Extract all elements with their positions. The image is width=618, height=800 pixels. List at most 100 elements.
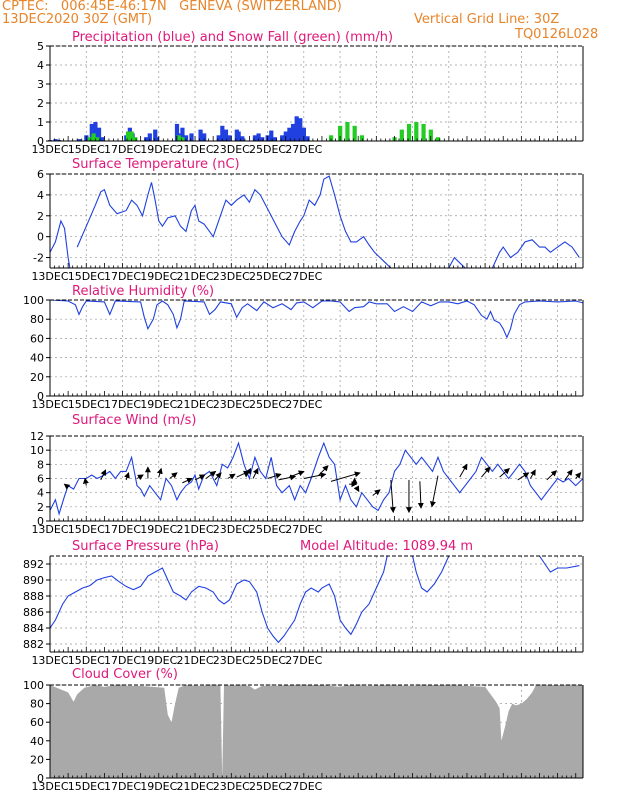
panel-title: Surface Temperature (nC) — [72, 157, 240, 172]
bar-precipitation — [216, 135, 221, 141]
wind-vector — [182, 477, 193, 484]
bar-precipitation — [269, 130, 274, 141]
wind-vector — [546, 470, 558, 481]
y-tick-label: 0 — [37, 390, 44, 403]
y-tick-label: 0 — [37, 772, 44, 785]
y-tick-label: 886 — [23, 606, 44, 619]
y-tick-label: 10 — [30, 444, 44, 457]
bar-snow-fall — [95, 137, 100, 141]
wind-vector — [63, 483, 71, 490]
x-tick-label: 17DEC — [104, 654, 141, 667]
bar-precipitation — [189, 133, 194, 141]
bar-precipitation — [93, 122, 98, 141]
bar-precipitation — [100, 137, 105, 141]
x-tick-label: 19DEC — [140, 780, 177, 793]
wind-vector — [499, 468, 510, 478]
series-line — [539, 556, 580, 573]
bar-snow-fall — [338, 125, 343, 141]
x-tick-label: 13DEC — [31, 654, 68, 667]
panel-title: Surface Wind (m/s) — [72, 413, 196, 428]
header-date: 13DEC2020 30Z (GMT) — [2, 12, 153, 27]
x-tick-label: 15DEC — [68, 780, 105, 793]
x-tick-label: 17DEC — [104, 523, 141, 536]
bar-precipitation — [305, 136, 310, 141]
wind-vector — [481, 466, 491, 478]
x-tick-label: 17DEC — [104, 270, 141, 283]
x-tick-label: 23DEC — [213, 654, 250, 667]
x-tick-label: 15DEC — [68, 270, 105, 283]
bar-precipitation — [301, 127, 307, 141]
header-grid-note: Vertical Grid Line: 30Z — [414, 12, 560, 27]
bar-snow-fall — [414, 122, 419, 141]
y-tick-label: -2 — [33, 252, 44, 265]
series-line — [412, 556, 450, 593]
wind-vector — [227, 473, 236, 480]
x-tick-label: 25DEC — [249, 780, 286, 793]
y-tick-label: 3 — [37, 78, 44, 91]
y-tick-label: 4 — [37, 189, 44, 202]
y-tick-label: 12 — [30, 430, 44, 443]
x-tick-label: 27DEC — [285, 780, 322, 793]
y-tick-label: 20 — [30, 371, 44, 384]
wind-vector — [317, 465, 329, 477]
cloud-area — [50, 685, 583, 778]
series-line — [50, 300, 583, 339]
wind-vector — [278, 474, 297, 481]
bar-precipitation — [198, 129, 203, 141]
wind-vector — [245, 467, 252, 478]
y-tick-label: 2 — [37, 97, 44, 110]
bar-precipitation — [96, 127, 102, 141]
bar-precipitation — [223, 129, 229, 141]
x-tick-label: 21DEC — [176, 654, 213, 667]
wind-vector — [194, 474, 206, 481]
x-tick-label: 13DEC — [31, 270, 68, 283]
x-tick-label: 25DEC — [249, 270, 286, 283]
wind-vector — [214, 472, 222, 481]
x-tick-label: 27DEC — [285, 270, 322, 283]
panel-6: Cloud Cover (%) 0 20 40 60 80 100 13DEC 15DEC 17D… — [23, 667, 584, 793]
bar-snow-fall — [176, 135, 181, 141]
bar-precipitation — [240, 136, 245, 141]
bar-snow-fall — [125, 131, 131, 141]
bar-precipitation — [174, 123, 180, 141]
y-tick-label: 1 — [37, 116, 44, 129]
y-tick-label: 6 — [37, 168, 44, 181]
x-tick-label: 23DEC — [213, 270, 250, 283]
bar-precipitation — [256, 133, 261, 141]
wind-vector — [353, 485, 360, 493]
bar-snow-fall — [399, 129, 404, 141]
x-tick-label: 19DEC — [140, 270, 177, 283]
wind-vector — [289, 470, 305, 478]
x-tick-label: 21DEC — [176, 780, 213, 793]
wind-vector — [136, 474, 144, 481]
bar-snow-fall — [129, 131, 134, 141]
panel-annotation: Model Altitude: 1089.94 m — [300, 539, 473, 554]
wind-vector — [459, 463, 468, 478]
bar-precipitation — [144, 137, 149, 141]
panel-3: Relative Humidity (%) 0 20 40 60 80 100 13DEC 15… — [23, 284, 584, 411]
bar-snow-fall — [352, 125, 357, 141]
bar-precipitation — [153, 129, 158, 141]
y-tick-label: 2 — [37, 501, 44, 514]
panel-1: Precipitation (blue) and Snow Fall (gree… — [31, 30, 584, 156]
wind-vector — [429, 475, 439, 508]
x-tick-label: 15DEC — [68, 143, 105, 156]
wind-vector — [517, 472, 530, 481]
x-tick-label: 17DEC — [104, 143, 141, 156]
y-tick-label: 4 — [37, 487, 44, 500]
y-tick-label: 890 — [23, 574, 44, 587]
panel-5: Surface Pressure (hPa) Model Altitude: 10… — [23, 539, 584, 667]
y-tick-label: 0 — [37, 231, 44, 244]
y-tick-label: 6 — [37, 473, 44, 486]
y-tick-label: 2 — [37, 210, 44, 223]
series-line — [76, 175, 392, 268]
x-tick-label: 21DEC — [176, 398, 213, 411]
bar-snow-fall — [133, 137, 138, 141]
series-line — [491, 239, 580, 268]
x-tick-label: 23DEC — [213, 780, 250, 793]
wind-vector — [389, 479, 396, 514]
bar-precipitation — [272, 137, 278, 141]
bar-precipitation — [290, 123, 296, 141]
wind-vector — [205, 470, 217, 479]
